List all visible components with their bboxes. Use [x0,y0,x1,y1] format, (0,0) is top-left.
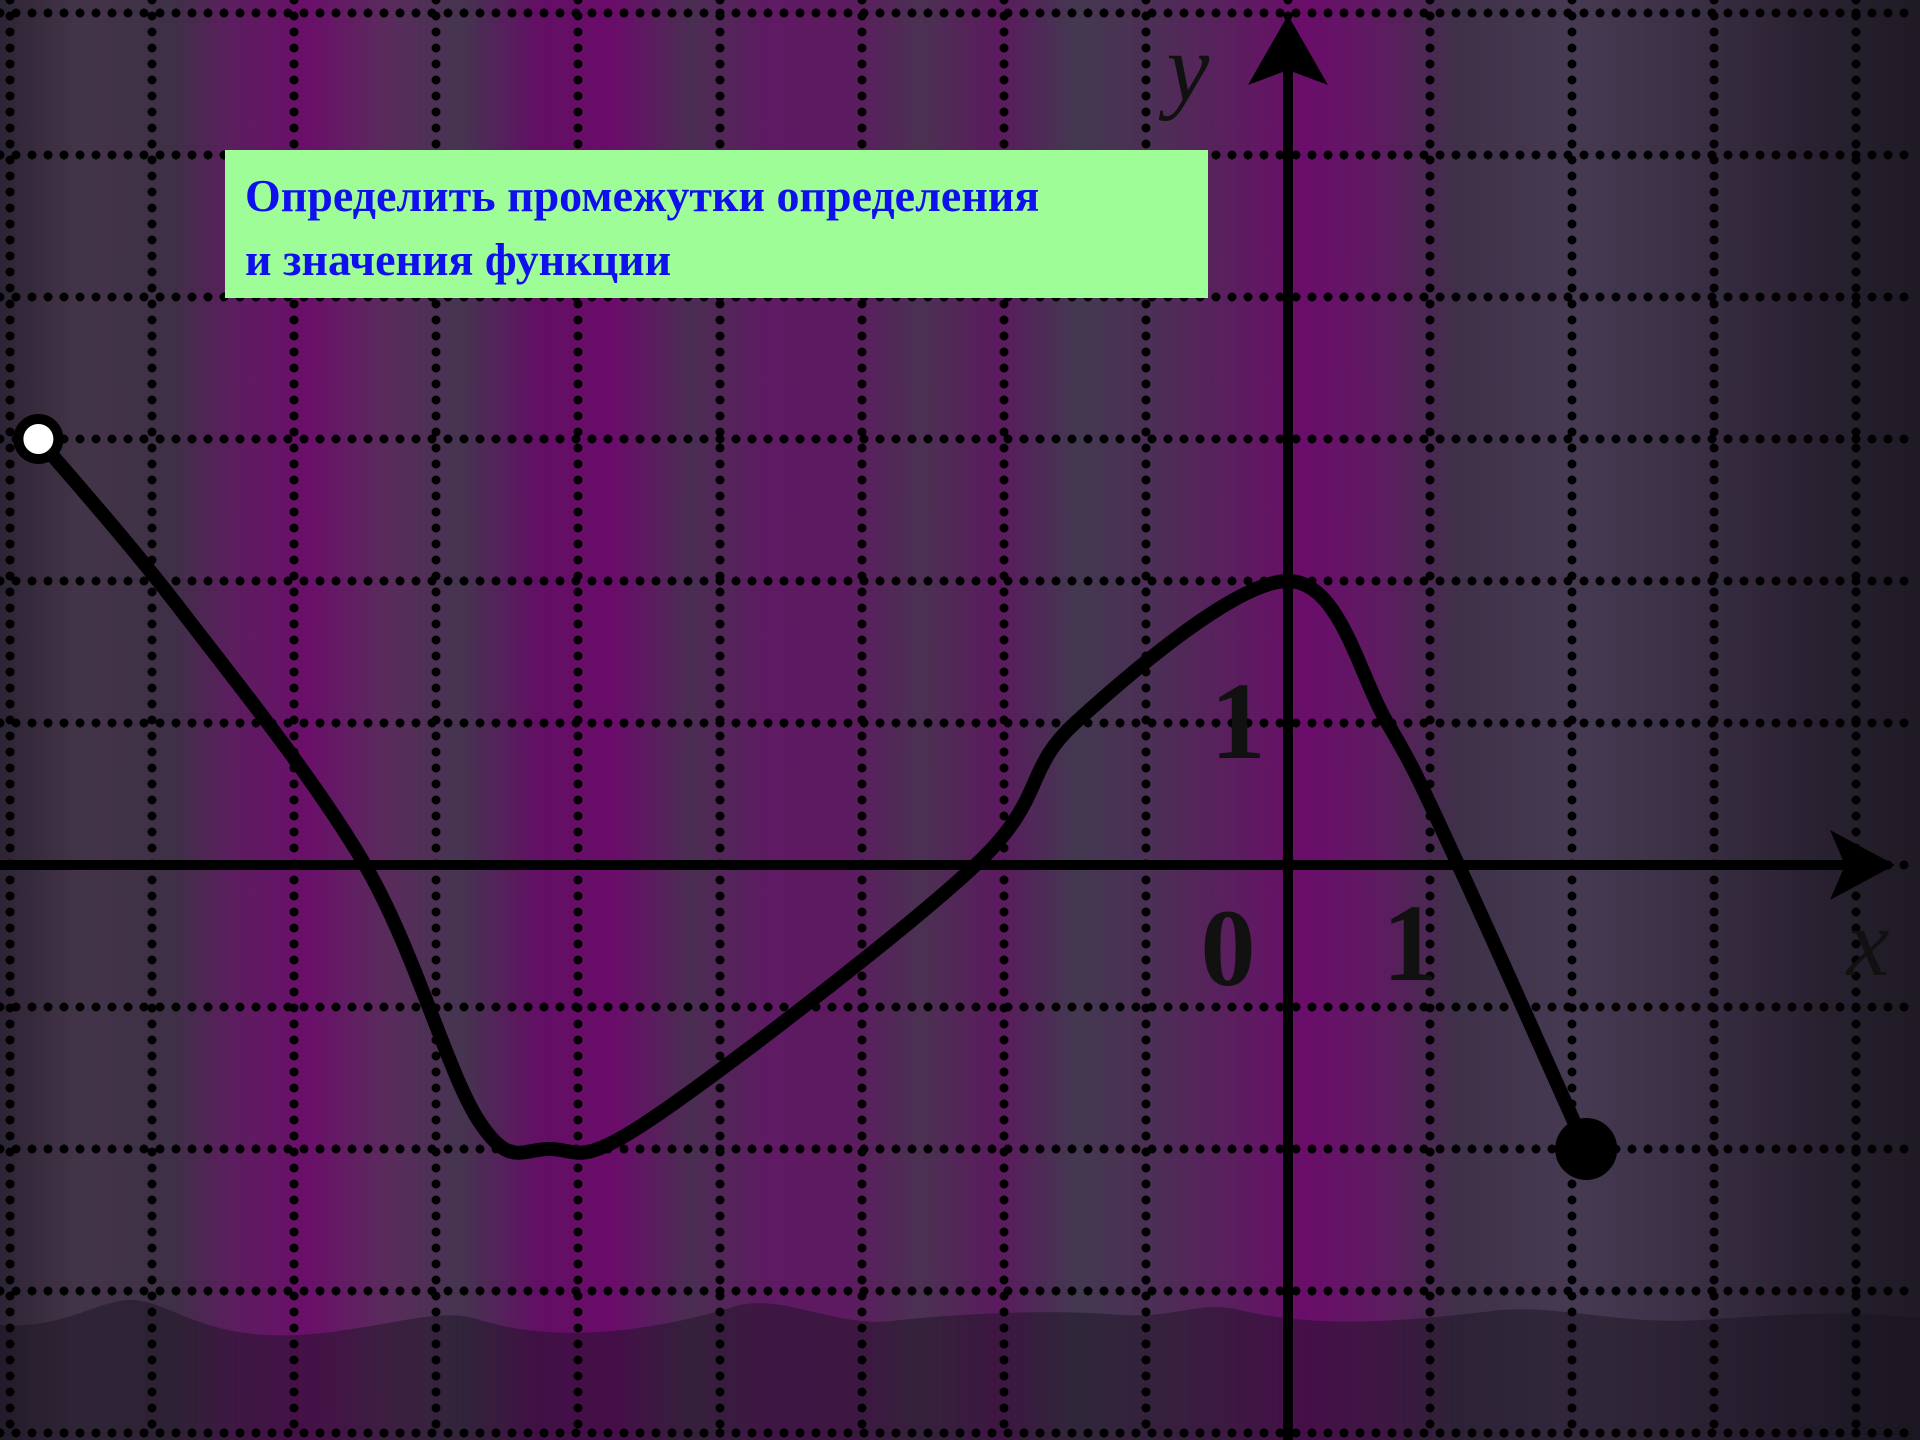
y-unit-tick-label: 1 [1211,660,1266,782]
end-point-filled [1555,1118,1618,1180]
x-axis-label: x [1845,889,1890,996]
function-curve [31,432,1594,1160]
bottom-wave [0,1300,1920,1440]
task-text-line-1: Определить промежутки определения [245,170,1040,221]
y-axis-arrow [1248,15,1328,85]
task-text-line-2: и значения функции [245,234,672,285]
origin-label: 0 [1201,887,1256,1009]
start-point-open [13,414,64,464]
axis-labels: y x 0 1 1 [1158,14,1890,1009]
x-axis-arrow [1830,830,1895,900]
y-axis-label: y [1158,14,1210,121]
coordinate-axes [0,15,1895,1440]
x-unit-tick-label: 1 [1383,882,1438,1004]
curve-layer [13,414,1618,1180]
task-box: Определить промежутки определения и знач… [225,150,1208,298]
